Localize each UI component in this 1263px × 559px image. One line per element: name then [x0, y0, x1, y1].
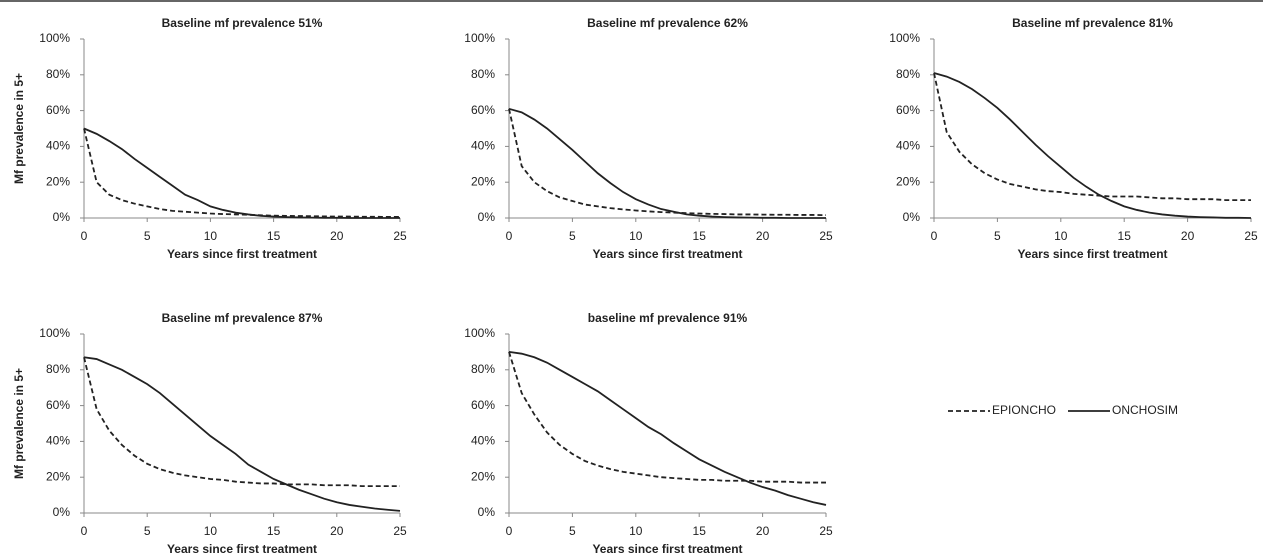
chart-title: Baseline mf prevalence 81%: [1012, 16, 1173, 30]
y-tick-label: 0%: [53, 505, 71, 519]
series-line: [933, 72, 1251, 201]
x-tick-label: 10: [1054, 229, 1068, 243]
series-line: [933, 72, 1252, 219]
y-tick-label: 40%: [471, 434, 495, 448]
y-tick-label: 100%: [464, 326, 495, 340]
series-line: [508, 107, 826, 219]
x-tick-label: 0: [81, 229, 88, 243]
y-tick-label: 40%: [46, 139, 70, 153]
chart-title: baseline mf prevalence 91%: [588, 311, 748, 325]
y-tick-label: 60%: [471, 398, 495, 412]
x-tick-label: 25: [393, 229, 407, 243]
legend-label: ONCHOSIM: [1112, 403, 1178, 417]
x-tick-label: 5: [569, 229, 576, 243]
series-line: [508, 108, 827, 217]
x-axis-label: Years since first treatment: [592, 542, 742, 556]
x-tick-label: 5: [144, 524, 151, 538]
y-tick-label: 100%: [464, 31, 495, 45]
y-tick-label: 20%: [471, 174, 495, 188]
y-tick-label: 80%: [471, 362, 495, 376]
y-axis-label: Mf prevalence in 5+: [12, 368, 26, 479]
x-tick-label: 20: [756, 524, 770, 538]
x-tick-label: 20: [330, 524, 344, 538]
x-tick-label: 15: [1118, 229, 1132, 243]
y-tick-label: 80%: [471, 67, 495, 81]
y-tick-label: 40%: [896, 139, 920, 153]
x-tick-label: 20: [756, 229, 770, 243]
chart-title: Baseline mf prevalence 51%: [162, 16, 323, 30]
x-tick-label: 10: [204, 524, 218, 538]
y-tick-label: 0%: [478, 505, 496, 519]
y-tick-label: 40%: [46, 434, 70, 448]
chart-title: Baseline mf prevalence 62%: [587, 16, 748, 30]
x-tick-label: 0: [81, 524, 88, 538]
x-tick-label: 5: [144, 229, 151, 243]
x-tick-label: 15: [267, 229, 281, 243]
y-tick-label: 60%: [471, 103, 495, 117]
series-line: [83, 357, 400, 488]
x-tick-label: 5: [569, 524, 576, 538]
x-axis-label: Years since first treatment: [592, 247, 742, 261]
x-tick-label: 15: [267, 524, 281, 538]
y-tick-label: 80%: [896, 67, 920, 81]
series-line: [83, 128, 400, 218]
x-axis-label: Years since first treatment: [167, 247, 317, 261]
y-tick-label: 100%: [889, 31, 920, 45]
x-tick-label: 15: [693, 229, 707, 243]
x-tick-label: 25: [1244, 229, 1258, 243]
x-tick-label: 25: [393, 524, 407, 538]
legend-label: EPIONCHO: [992, 403, 1056, 417]
x-axis-label: Years since first treatment: [167, 542, 317, 556]
y-tick-label: 0%: [903, 210, 921, 224]
x-axis-label: Years since first treatment: [1017, 247, 1167, 261]
x-tick-label: 5: [994, 229, 1001, 243]
series-line: [508, 351, 827, 506]
chart-title: Baseline mf prevalence 87%: [162, 311, 323, 325]
y-tick-label: 40%: [471, 139, 495, 153]
y-tick-label: 100%: [39, 326, 70, 340]
series-line: [508, 351, 826, 484]
y-tick-label: 20%: [471, 469, 495, 483]
y-axis-label: Mf prevalence in 5+: [12, 73, 26, 184]
x-tick-label: 20: [330, 229, 344, 243]
x-tick-label: 0: [931, 229, 938, 243]
y-tick-label: 20%: [46, 469, 70, 483]
x-tick-label: 10: [629, 229, 643, 243]
y-tick-label: 80%: [46, 362, 70, 376]
y-tick-label: 100%: [39, 31, 70, 45]
x-tick-label: 25: [819, 229, 833, 243]
x-tick-label: 0: [506, 524, 513, 538]
y-tick-label: 0%: [53, 210, 71, 224]
series-line: [83, 356, 401, 512]
y-tick-label: 0%: [478, 210, 496, 224]
y-tick-label: 60%: [46, 103, 70, 117]
y-tick-label: 80%: [46, 67, 70, 81]
x-tick-label: 15: [693, 524, 707, 538]
y-tick-label: 60%: [896, 103, 920, 117]
x-tick-label: 10: [204, 229, 218, 243]
y-tick-label: 20%: [46, 174, 70, 188]
x-tick-label: 25: [819, 524, 833, 538]
x-tick-label: 0: [506, 229, 513, 243]
series-line: [83, 127, 400, 219]
x-tick-label: 20: [1181, 229, 1195, 243]
y-tick-label: 60%: [46, 398, 70, 412]
y-tick-label: 20%: [896, 174, 920, 188]
x-tick-label: 10: [629, 524, 643, 538]
